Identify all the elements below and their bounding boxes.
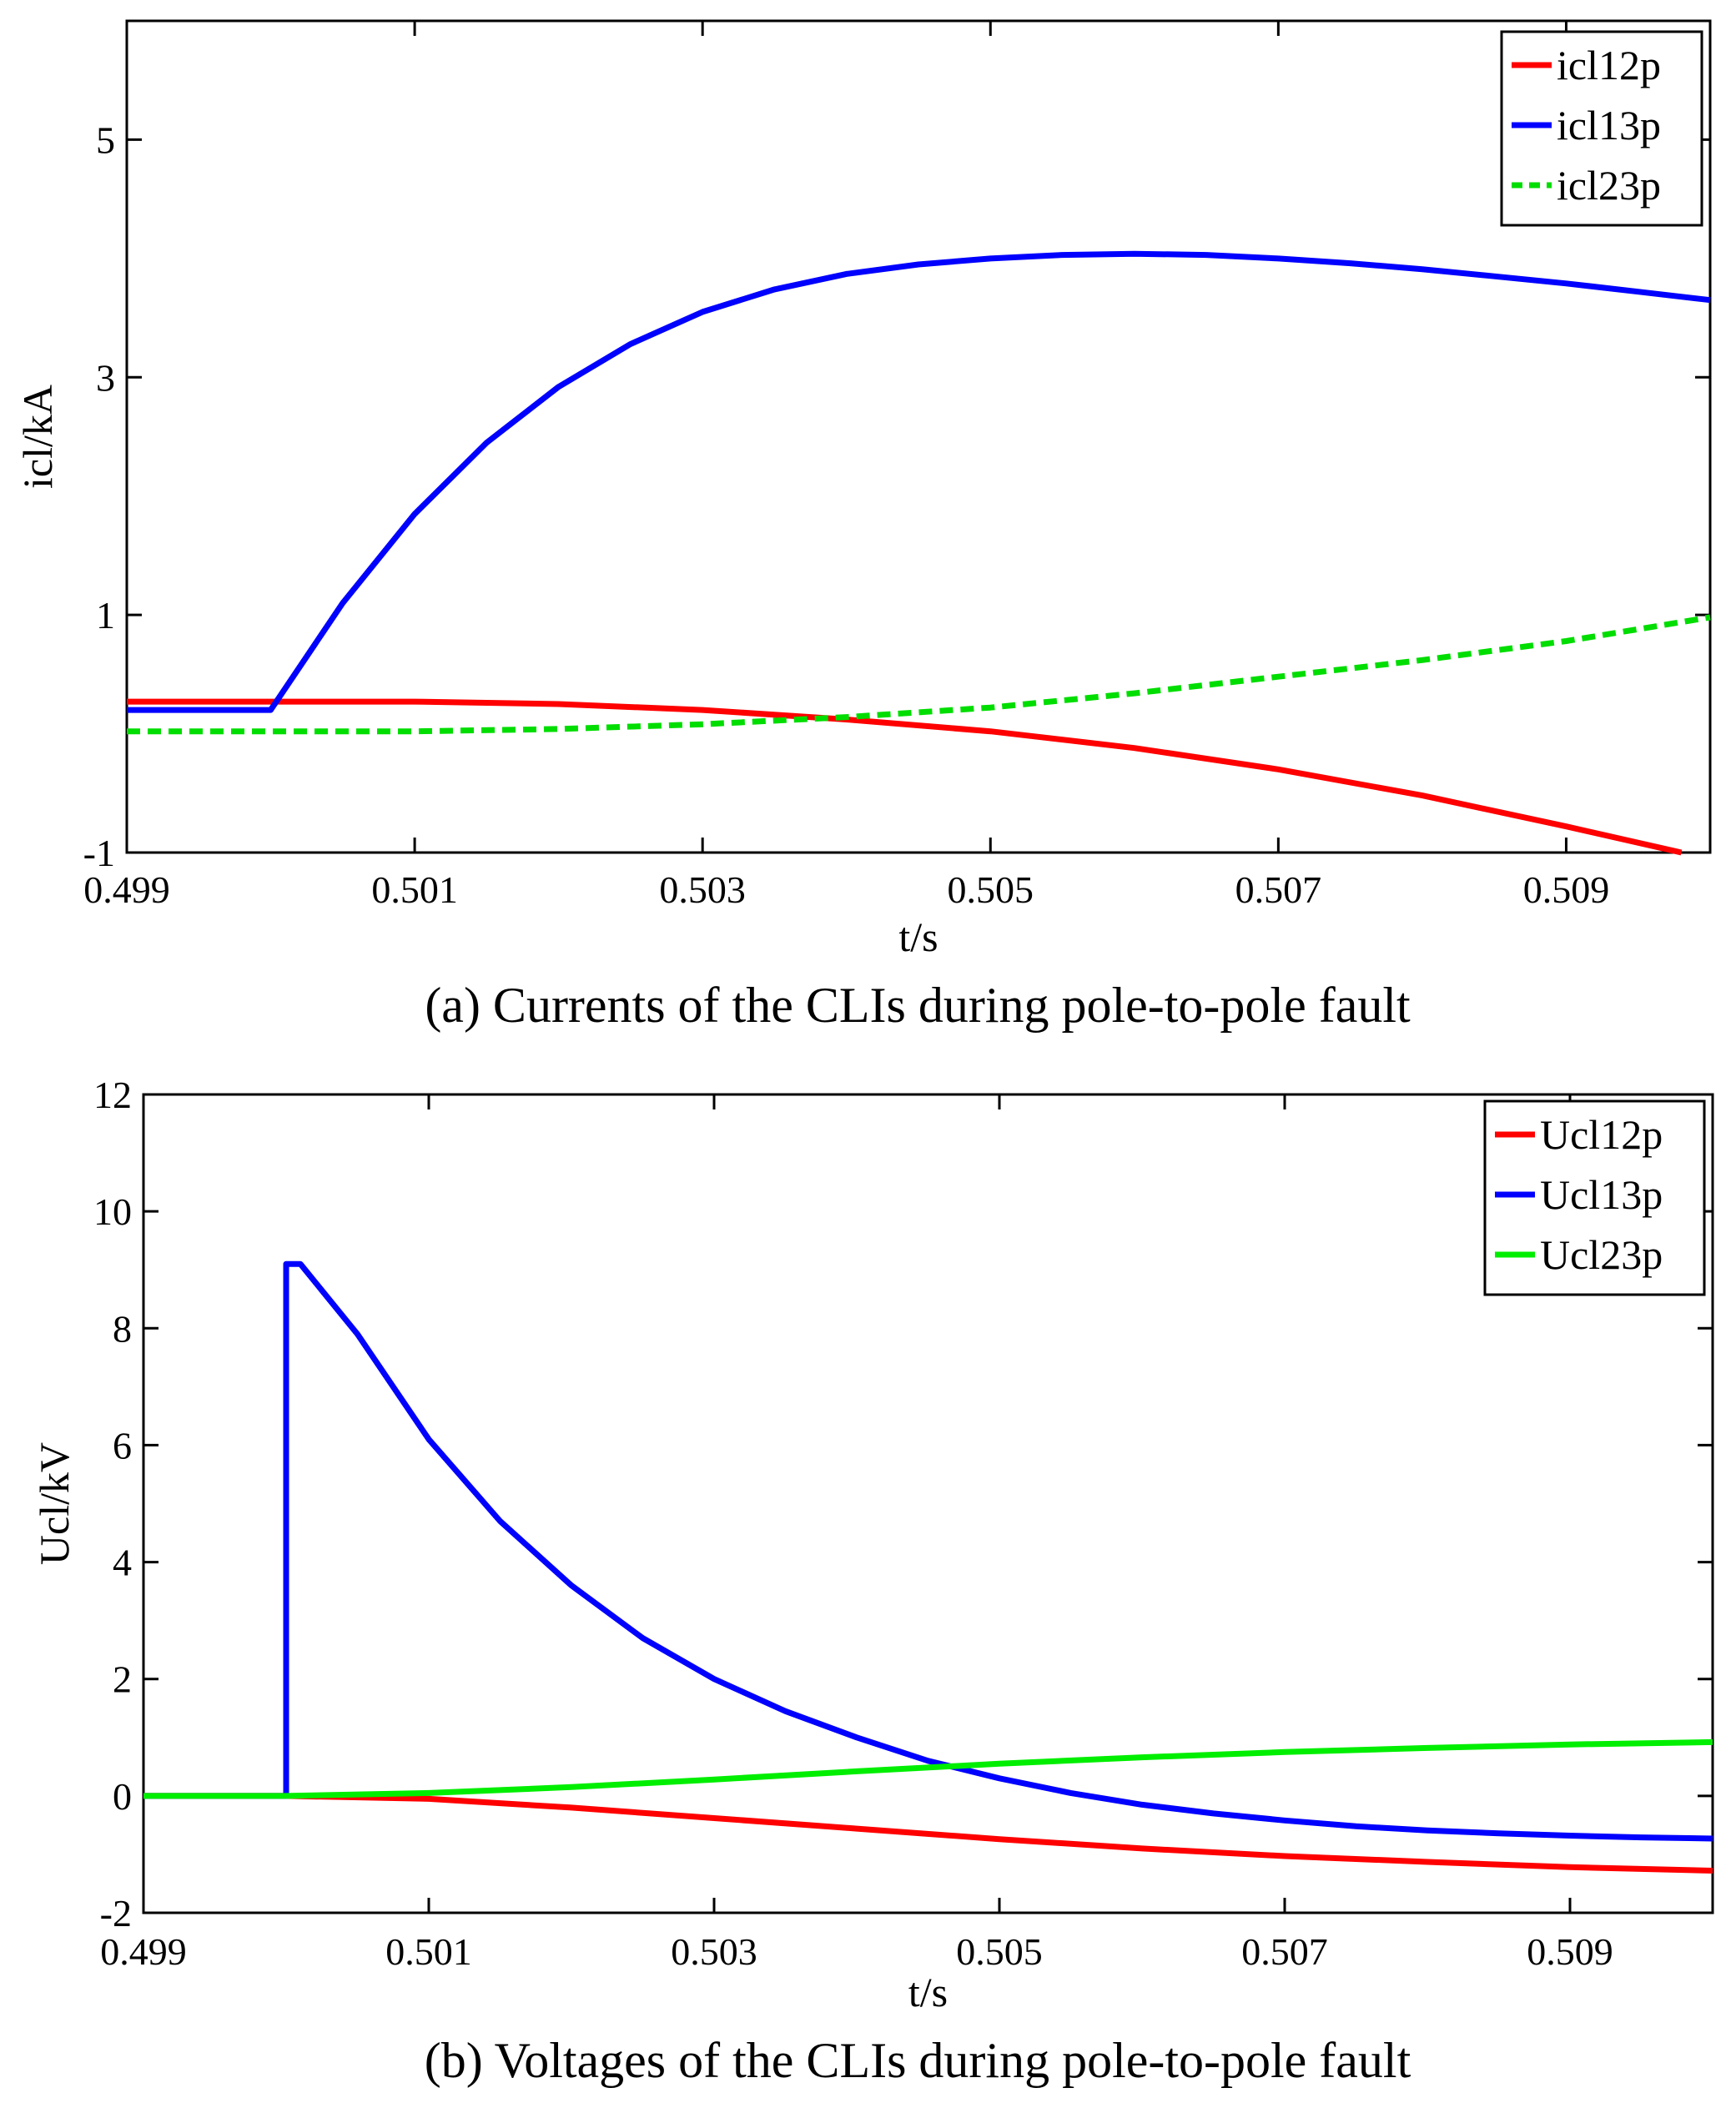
- x-tick-label: 0.507: [1235, 868, 1322, 911]
- series-line-Ucl23p: [143, 1738, 1713, 1799]
- y-axis-label: icl/kA: [14, 385, 61, 489]
- legend-label-Ucl23p: Ucl23p: [1540, 1231, 1663, 1278]
- y-tick-label: 2: [113, 1658, 132, 1701]
- x-tick-label: 0.507: [1241, 1930, 1328, 1973]
- series-line-Ucl12p: [143, 1793, 1713, 1874]
- y-tick-label: 1: [96, 594, 115, 636]
- y-tick-label: -1: [83, 832, 115, 874]
- y-tick-label: 8: [113, 1307, 132, 1350]
- x-tick-label: 0.501: [385, 1930, 472, 1973]
- x-tick-label: 0.503: [671, 1930, 757, 1973]
- legend-label-icl12p: icl12p: [1557, 42, 1661, 88]
- x-tick-label: 0.505: [956, 1930, 1043, 1973]
- panel-caption: (a) Currents of the CLIs during pole-to-…: [425, 978, 1411, 1033]
- series-line-icl13p: [127, 250, 1711, 713]
- x-tick-label: 0.499: [83, 868, 170, 911]
- legend-label-Ucl12p: Ucl12p: [1540, 1111, 1663, 1158]
- y-tick-label: 4: [113, 1542, 132, 1584]
- series-line-icl23p: [127, 614, 1711, 735]
- x-tick-label: 0.509: [1527, 1930, 1613, 1973]
- plot-area-frame: [125, 19, 1712, 854]
- y-tick-label: 0: [113, 1775, 132, 1818]
- y-tick-label: 12: [93, 1074, 132, 1116]
- x-tick-label: 0.501: [371, 868, 458, 911]
- y-tick-label: -2: [100, 1892, 132, 1934]
- y-tick-label: 3: [96, 356, 115, 399]
- series-line-icl12p: [127, 698, 1683, 856]
- legend-label-Ucl13p: Ucl13p: [1540, 1171, 1663, 1218]
- x-axis-label: t/s: [908, 1969, 948, 2015]
- panel-voltages: 0.499 0.501 0.503 0.505 0.507 0.509 -2 0 2 4 6 8 10 1…: [31, 1074, 1714, 2088]
- x-tick-label: 0.499: [100, 1930, 187, 1973]
- y-tick-label: 5: [96, 118, 115, 161]
- plot-area-frame: [142, 1093, 1714, 1914]
- legend-label-icl23p: icl23p: [1557, 162, 1661, 209]
- y-tick-label: 10: [93, 1190, 132, 1233]
- x-tick-label: 0.505: [948, 868, 1034, 911]
- x-axis-label: t/s: [898, 913, 938, 960]
- legend-label-icl13p: icl13p: [1557, 102, 1661, 148]
- series-line-Ucl13p: [143, 1260, 1713, 1842]
- x-tick-label: 0.509: [1523, 868, 1610, 911]
- panel-caption: (b) Voltages of the CLIs during pole-to-…: [425, 2033, 1411, 2088]
- y-tick-label: 6: [113, 1424, 132, 1467]
- panel-currents: 0.499 0.501 0.503 0.505 0.507 0.509 -1 1 3 5 icl12…: [14, 19, 1712, 1033]
- x-tick-label: 0.503: [659, 868, 746, 911]
- y-axis-label: Ucl/kV: [31, 1442, 78, 1565]
